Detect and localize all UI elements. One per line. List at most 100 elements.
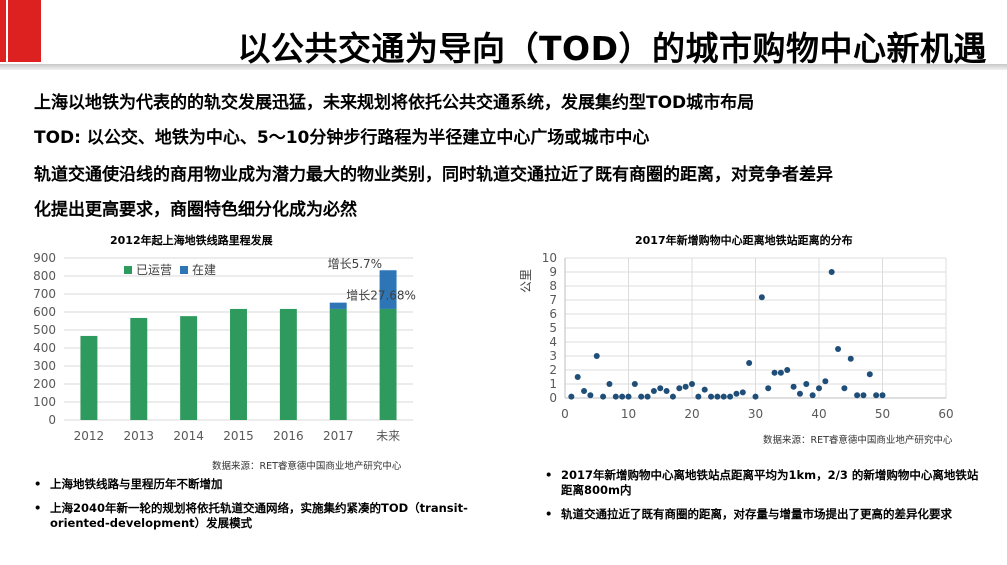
intro-line-2: TOD: 以公交、地铁为中心、5～10分钟步行路程为半径建立中心广场或城市中心	[34, 128, 650, 148]
scatter-point	[879, 392, 886, 399]
scatter-point	[866, 371, 873, 378]
scatter-point	[600, 393, 607, 400]
bar-已运营	[329, 308, 347, 420]
scatter-point	[625, 393, 632, 400]
y-tick-label: 7	[549, 293, 557, 307]
right-bullet-list: 2017年新增购物中心离地铁站点距离平均为1km，2/3 的新增购物中心离地铁站…	[545, 468, 985, 531]
x-tick-label: 2012	[74, 429, 105, 443]
y-tick-label: 9	[549, 265, 557, 279]
x-tick-label: 40	[811, 407, 826, 421]
scatter-point	[669, 393, 676, 400]
scatter-point	[847, 355, 854, 362]
x-tick-label: 60	[938, 407, 953, 421]
scatter-point	[689, 381, 695, 387]
slide-title: 以公共交通为导向（TOD）的城市购物中心新机遇	[237, 29, 987, 68]
y-tick-label: 800	[33, 269, 56, 283]
bar-在建	[329, 302, 347, 309]
legend-label: 在建	[192, 263, 216, 277]
intro-line-1: 上海以地铁为代表的的轨交发展迅猛，未来规划将依托公共交通系统，发展集约型TOD城…	[34, 93, 755, 113]
legend-swatch	[124, 266, 132, 274]
scatter-point	[708, 393, 715, 400]
bar-chart-title: 2012年起上海地铁线路里程发展	[110, 234, 273, 247]
scatter-point	[822, 378, 829, 385]
y-tick-label: 10	[542, 251, 557, 265]
growth-annotation: 增长27.68%	[346, 289, 416, 303]
bar-在建	[379, 270, 397, 309]
x-tick-label: 未来	[376, 429, 400, 443]
scatter-point	[796, 390, 803, 397]
intro-line-4: 化提出更高要求，商圈特色细分化成为必然	[34, 200, 357, 220]
x-tick-label: 2014	[173, 429, 204, 443]
scatter-point	[657, 385, 664, 392]
y-tick-label: 6	[549, 307, 557, 321]
scatter-point	[777, 369, 784, 376]
y-tick-label: 600	[33, 305, 56, 319]
left-bullet-list: 上海地铁线路与里程历年不断增加 上海2040年新一轮的规划将依托轨道交通网络，实…	[34, 477, 489, 540]
x-tick-label: 20	[684, 407, 699, 421]
scatter-point	[771, 369, 778, 376]
bar-已运营	[379, 308, 397, 420]
scatter-point	[593, 353, 600, 359]
x-tick-label: 30	[748, 407, 763, 421]
y-tick-label: 900	[33, 251, 56, 265]
scatter-point	[816, 385, 822, 392]
scatter-point	[720, 393, 727, 400]
bar-已运营	[130, 317, 148, 420]
x-tick-label: 10	[621, 407, 636, 421]
scatter-point	[714, 393, 721, 400]
y-axis-title: 公里	[519, 269, 533, 293]
scatter-point	[854, 392, 861, 399]
left-source-note: 数据来源：RET睿意德中国商业地产研究中心	[212, 461, 402, 472]
scatter-point	[581, 388, 588, 394]
y-tick-label: 1	[549, 377, 557, 391]
mileage-bar-chart: 0 100 200 300 400 500 600 700 800 900 2012 2013 2014…	[33, 251, 416, 443]
legend-swatch	[180, 266, 188, 274]
y-tick-label: 100	[33, 395, 56, 409]
scatter-point	[758, 294, 765, 301]
x-tick-label: 2017	[323, 429, 354, 443]
y-tick-label: 400	[33, 341, 56, 355]
y-tick-label: 700	[33, 287, 56, 301]
scatter-point	[784, 367, 791, 373]
x-tick-label: 2013	[124, 429, 155, 443]
scatter-point	[841, 385, 848, 392]
scatter-point	[695, 393, 702, 400]
scatter-chart-title: 2017年新增购物中心距离地铁站距离的分布	[635, 234, 853, 247]
y-tick-label: 300	[33, 359, 56, 373]
scatter-point	[644, 393, 651, 400]
bar-已运营	[279, 308, 297, 420]
scatter-point	[612, 393, 619, 400]
bar-已运营	[180, 316, 198, 420]
scatter-point	[701, 386, 708, 393]
scatter-point	[752, 393, 759, 400]
left-bullet-2: 上海2040年新一轮的规划将依托轨道交通网络，实施集约紧凑的TOD（transi…	[34, 501, 489, 531]
scatter-point	[676, 385, 683, 392]
scatter-point	[568, 393, 575, 400]
scatter-point	[638, 393, 645, 400]
scatter-point	[733, 390, 740, 397]
y-tick-label: 3	[549, 349, 557, 363]
scatter-point	[765, 385, 772, 392]
bar-已运营	[230, 308, 247, 420]
scatter-point	[606, 381, 613, 387]
x-tick-label: 0	[561, 407, 569, 421]
x-tick-label: 50	[875, 407, 890, 421]
right-source-note: 数据来源：RET睿意德中国商业地产研究中心	[763, 435, 953, 446]
y-tick-label: 200	[33, 377, 56, 391]
scatter-point	[803, 381, 810, 387]
y-tick-label: 2	[549, 363, 557, 377]
scatter-point	[835, 346, 842, 352]
right-bullet-1: 2017年新增购物中心离地铁站点距离平均为1km，2/3 的新增购物中心离地铁站…	[545, 468, 985, 498]
scatter-point	[619, 393, 626, 400]
scatter-point	[828, 269, 835, 275]
scatter-point	[809, 392, 816, 399]
scatter-point	[574, 374, 581, 380]
y-tick-label: 4	[549, 335, 557, 349]
scatter-point	[631, 381, 638, 387]
scatter-point	[790, 383, 797, 390]
x-tick-label: 2016	[273, 429, 304, 443]
red-accent-bar	[0, 0, 41, 62]
y-tick-label: 0	[48, 413, 56, 427]
scatter-point	[650, 388, 657, 394]
